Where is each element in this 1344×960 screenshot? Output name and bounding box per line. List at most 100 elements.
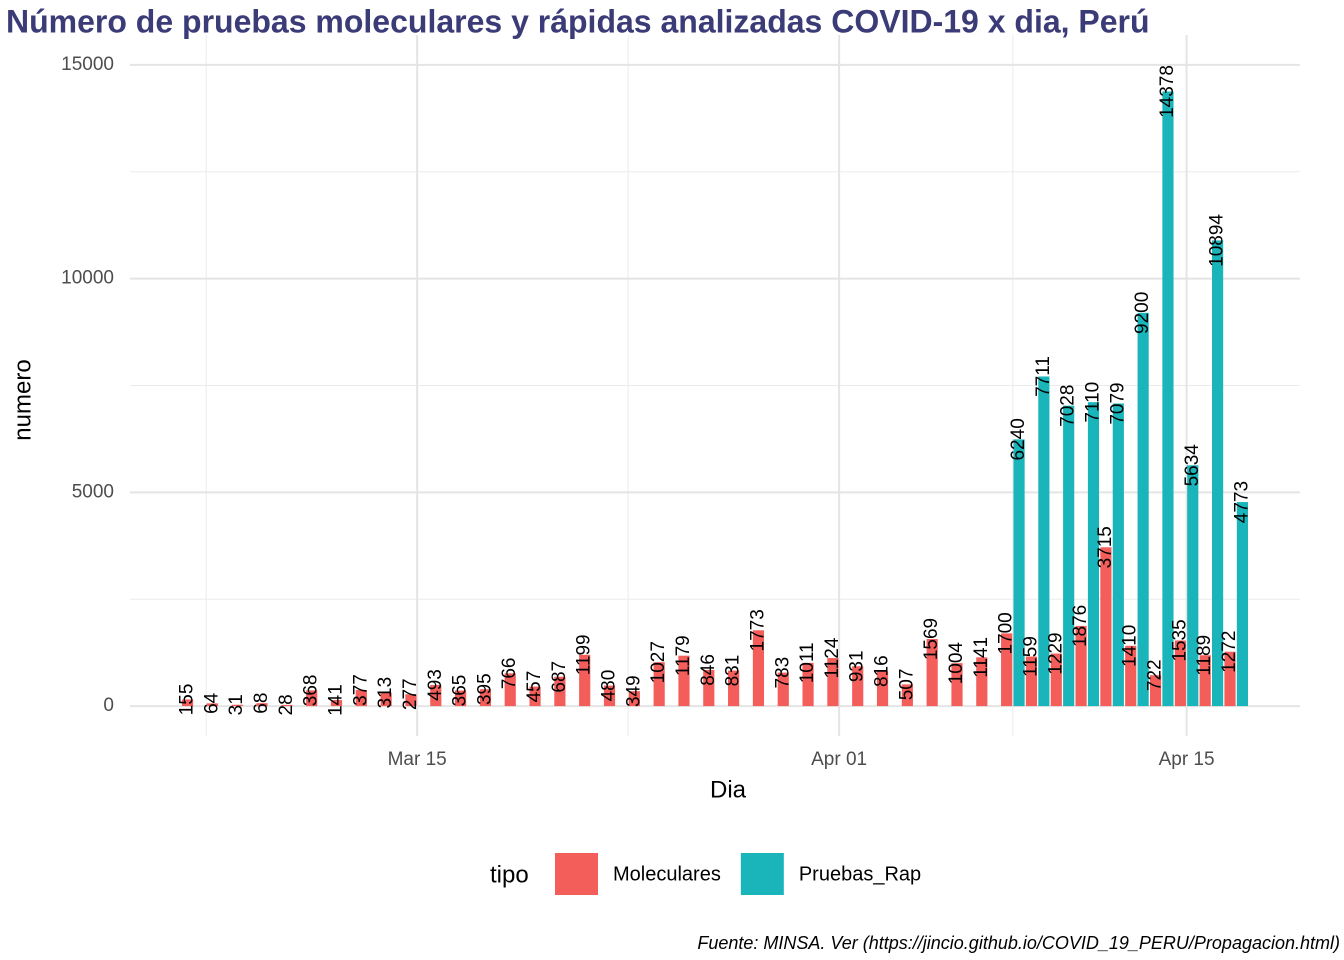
bar [1236,502,1249,707]
x-tick-label: Mar 15 [388,749,447,770]
value-label: 10894 [1207,214,1228,267]
value-label: 7711 [1033,356,1054,397]
legend-label: Pruebas_Rap [799,863,921,885]
value-label: 68 [251,693,272,714]
value-label: 7079 [1107,382,1128,424]
value-label: 480 [599,670,620,702]
bar [479,689,492,707]
value-label: 1179 [673,635,694,676]
value-label: 1876 [1070,605,1091,647]
legend-label: Moleculares [613,863,721,885]
y-tick-label: 10000 [61,268,114,289]
value-label: 3715 [1095,526,1116,568]
bar [256,703,268,707]
bar [1001,633,1013,707]
bar [901,684,913,707]
value-label: 349 [623,675,644,707]
y-tick-label: 5000 [72,481,114,502]
bar [1063,405,1075,707]
bar [455,690,467,707]
value-label: 5634 [1182,444,1203,487]
value-label: 507 [896,669,917,701]
value-label: 1229 [1045,632,1066,674]
bar [876,671,889,707]
bar [206,703,218,707]
value-label: 28 [276,694,297,715]
bar [1174,640,1186,707]
value-label: 766 [499,657,520,689]
bar [1050,653,1062,707]
value-label: 931 [847,650,868,682]
bar [1025,656,1038,707]
caption: Fuente: MINSA. Ver (https://jincio.githu… [697,933,1340,953]
bar [1125,645,1137,707]
grid [130,35,1300,736]
bar [281,704,293,707]
value-label: 1700 [996,612,1017,654]
x-axis-title: Dia [710,776,747,803]
bar [926,639,938,707]
value-label: 377 [350,674,371,706]
value-label: 4773 [1231,481,1252,523]
bar [504,673,516,707]
bar [405,694,417,707]
y-tick-label: 0 [103,695,114,716]
value-label: 1272 [1219,631,1240,673]
bar [430,685,442,707]
value-label: 1410 [1120,625,1141,667]
value-label: 368 [301,674,322,706]
value-label: 1773 [747,609,768,651]
value-label: 64 [201,692,222,714]
bar [827,658,839,707]
bar [1100,547,1112,707]
legend-swatch [555,853,598,895]
bar [529,686,541,707]
bar [1212,240,1224,707]
value-label: 783 [772,657,793,689]
value-label: 9200 [1132,292,1153,334]
legend-title: tipo [490,861,529,888]
bar [1087,402,1100,707]
bar [1187,465,1199,707]
bar [1224,651,1236,707]
y-tick-label: 15000 [61,54,114,75]
value-label: 457 [524,671,545,703]
value-label: 31 [226,694,247,715]
value-label: 141 [326,684,347,716]
bar [628,691,640,707]
value-label: 313 [375,677,396,709]
bar [380,692,392,707]
bar [554,676,566,707]
value-label: 7110 [1083,382,1104,423]
value-label: 1124 [822,637,843,678]
bar [752,630,765,707]
value-label: 1027 [648,641,669,683]
value-label: 1569 [921,618,942,660]
bar [1162,91,1174,707]
value-label: 831 [723,655,744,687]
value-label: 846 [698,654,719,686]
value-label: 6240 [1008,418,1029,460]
bar [1112,403,1124,707]
bar [603,685,616,707]
bar [678,655,690,707]
x-tick-label: Apr 01 [811,749,867,770]
value-label: 1189 [1194,635,1215,676]
bar [802,662,814,707]
value-label: 1535 [1169,619,1190,661]
bar [1013,439,1025,707]
value-label: 14378 [1157,65,1178,118]
bar [1149,675,1162,707]
bar [703,669,715,707]
value-label: 1011 [797,642,818,683]
value-label: 816 [872,655,893,687]
value-label: 1141 [971,637,992,678]
bar [181,699,194,707]
value-label: 1199 [574,634,595,675]
x-tick-label: Apr 15 [1159,749,1215,770]
value-label: 1004 [946,642,967,685]
bar [728,670,740,707]
bar [306,690,318,707]
bar [852,666,864,707]
